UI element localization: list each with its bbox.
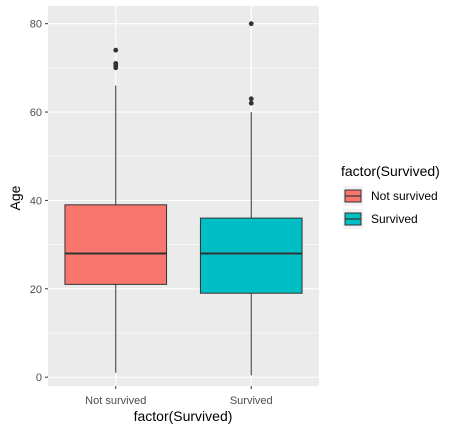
y-tick-label: 20	[30, 284, 42, 296]
x-tick-label: Survived	[230, 395, 273, 407]
y-axis-title: Age	[7, 185, 23, 210]
box-iqr	[199, 217, 303, 294]
y-axis: 0 20 40 60 80	[30, 19, 48, 384]
outlier-point	[113, 47, 119, 53]
legend-label: Not survived	[371, 189, 438, 203]
y-tick-label: 60	[30, 107, 42, 119]
x-tick-label: Not survived	[85, 395, 146, 407]
box-survived	[199, 21, 303, 376]
plot-panel	[48, 6, 319, 386]
y-tick-label: 80	[30, 19, 42, 31]
legend: factor(Survived) Not survived Survived	[341, 163, 440, 229]
box-iqr	[64, 204, 168, 285]
legend-title: factor(Survived)	[341, 163, 440, 179]
outlier-point	[113, 61, 119, 66]
outlier-point	[248, 96, 254, 102]
box-not-survived	[64, 47, 168, 373]
x-axis: Not survived Survived	[85, 386, 273, 407]
legend-label: Survived	[371, 212, 418, 226]
y-tick-label: 0	[36, 372, 42, 384]
boxes-layer	[64, 21, 303, 376]
y-tick-label: 40	[30, 195, 42, 207]
outlier-point	[248, 21, 254, 27]
outlier-point	[248, 100, 254, 106]
x-axis-title: factor(Survived)	[134, 408, 233, 424]
